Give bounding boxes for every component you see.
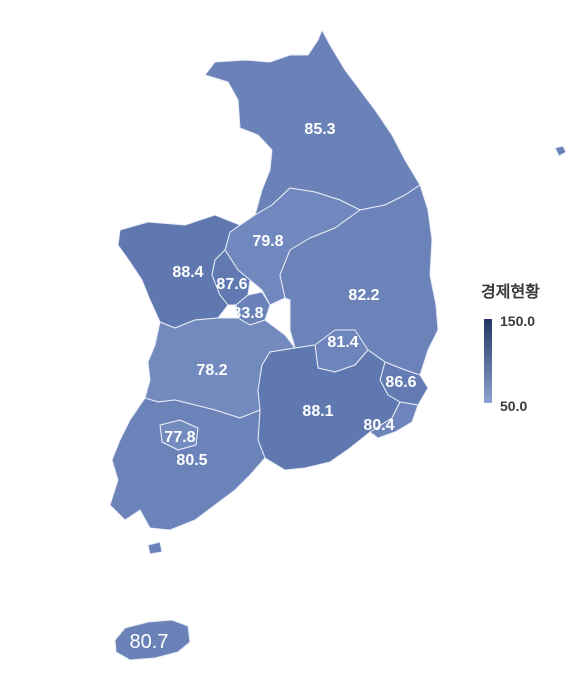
- legend-min-label: 50.0: [500, 398, 528, 414]
- label-daegu: 81.4: [327, 334, 358, 351]
- label-jeonnam: 80.5: [176, 452, 207, 469]
- label-gwangju: 77.8: [164, 429, 195, 446]
- label-chungbuk: 79.8: [252, 233, 283, 250]
- label-gyeongnam: 88.1: [302, 403, 333, 420]
- legend-color-bar: [484, 319, 492, 403]
- label-sejong: 87.6: [216, 276, 247, 293]
- label-daejeon: 83.8: [232, 305, 263, 322]
- region-sejong[interactable]: [211, 249, 251, 306]
- label-jeju: 80.7: [130, 631, 169, 653]
- region-jeonnam[interactable]: [109, 397, 266, 531]
- legend-max-label: 150.0: [500, 313, 536, 329]
- legend-title: 경제현황: [481, 282, 540, 301]
- label-ulsan: 86.6: [385, 374, 416, 391]
- label-chungnam: 88.4: [172, 264, 203, 281]
- label-gangwon: 85.3: [304, 121, 335, 138]
- region-busan[interactable]: [369, 401, 419, 439]
- label-gyeongbuk: 82.2: [348, 287, 379, 304]
- region-island-sw: [147, 541, 163, 555]
- region-jeju[interactable]: [114, 619, 191, 661]
- label-busan: 80.4: [363, 417, 394, 434]
- region-ulleungdo: [554, 145, 567, 157]
- label-jeonbuk: 78.2: [196, 362, 227, 379]
